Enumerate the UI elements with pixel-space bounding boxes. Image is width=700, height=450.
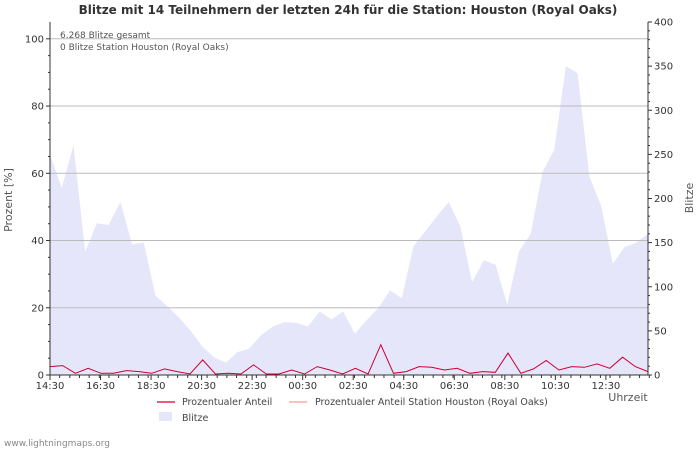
x-tick-label: 06:30: [440, 381, 469, 392]
right-tick-label: 250: [654, 150, 673, 161]
left-axis-title: Prozent [%]: [2, 168, 15, 232]
x-tick-label: 22:30: [238, 381, 267, 392]
legend-label-station-percent: Prozentualer Anteil Station Houston (Roy…: [315, 397, 548, 408]
plot-area: [49, 22, 649, 376]
x-tick-label: 02:30: [339, 381, 368, 392]
legend: Prozentualer Anteil Prozentualer Anteil …: [157, 397, 548, 424]
station-strikes-note: 0 Blitze Station Houston (Royal Oaks): [60, 43, 229, 53]
right-tick-label: 100: [654, 282, 673, 293]
total-strikes-note: 6.268 Blitze gesamt: [60, 31, 151, 41]
legend-label-percent: Prozentualer Anteil: [182, 397, 272, 408]
right-tick-label: 350: [654, 62, 673, 73]
x-tick-label: 18:30: [137, 381, 166, 392]
left-tick-label: 0: [38, 371, 44, 382]
x-tick-label: 14:30: [36, 381, 65, 392]
left-tick-label: 40: [31, 236, 44, 247]
legend-swatch-blitze: [159, 412, 172, 421]
percent-line-layer: [49, 343, 649, 375]
right-tick-label: 50: [654, 326, 667, 337]
x-tick-label: 04:30: [389, 381, 418, 392]
blitze-area: [50, 66, 648, 375]
left-tick-label: 20: [31, 303, 44, 314]
x-tick-label: 00:30: [288, 381, 317, 392]
left-tick-label: 100: [25, 34, 44, 45]
x-axis-title: Uhrzeit: [608, 391, 648, 404]
left-tick-label: 80: [31, 102, 44, 113]
blitze-area-layer: [50, 66, 648, 375]
x-axis-ticks: 14:30 16:30 18:30 20:30 22:30 00:30 02:30 04:30…: [36, 375, 650, 392]
right-tick-label: 0: [654, 371, 660, 382]
x-tick-label: 16:30: [86, 381, 115, 392]
x-tick-label: 10:30: [541, 381, 570, 392]
percent-line: [49, 343, 649, 375]
left-tick-label: 60: [31, 169, 44, 180]
x-tick-label: 20:30: [187, 381, 216, 392]
x-tick-label: 08:30: [490, 381, 519, 392]
right-tick-label: 150: [654, 238, 673, 249]
right-tick-label: 400: [654, 18, 673, 29]
legend-label-blitze: Blitze: [182, 413, 209, 424]
right-tick-label: 300: [654, 106, 673, 117]
footer-credit: www.lightningmaps.org: [4, 439, 110, 449]
right-tick-label: 200: [654, 194, 673, 205]
chart-title: Blitze mit 14 Teilnehmern der letzten 24…: [79, 3, 618, 17]
x-tick-label: 12:30: [591, 381, 620, 392]
right-axis-title: Blitze: [683, 183, 696, 214]
left-axis-ticks: 0 20 40 60 80 100: [25, 34, 50, 382]
right-axis-ticks: 0 50 100 150 200 250 300 350 400: [648, 18, 673, 382]
grid-layer: [50, 38, 648, 309]
